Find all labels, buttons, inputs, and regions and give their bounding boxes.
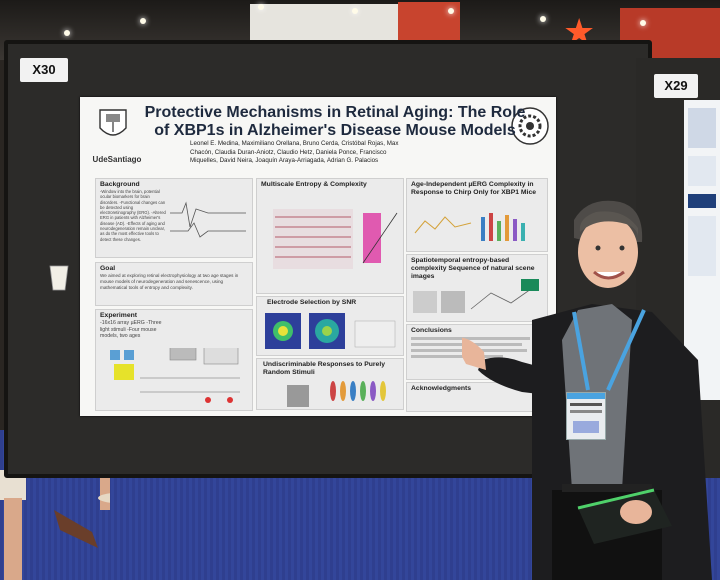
passerby-legs [0, 470, 110, 580]
section-heading: Acknowledgments [411, 385, 472, 392]
age-independent-panel: Age-Independent µERG Complexity in Respo… [406, 178, 548, 252]
conference-badge [566, 392, 606, 440]
presenter-head [574, 200, 643, 288]
goal-panel: Goal We aimed at exploring retinal elect… [95, 262, 253, 306]
university-crest-icon [99, 109, 127, 136]
ceiling-light [352, 8, 358, 14]
section-heading: Age-Independent µERG Complexity in Respo… [411, 181, 537, 196]
paper-cup [49, 265, 69, 291]
poster-authors: Leonel E. Medina, Maximiliano Orellana, … [190, 140, 399, 164]
ceiling-light [258, 4, 264, 10]
background-panel: Background -Window into the brain, poten… [95, 178, 253, 258]
entropy-heatmap-figure [273, 209, 398, 269]
section-text: We aimed at exploring retinal electrophy… [100, 273, 239, 290]
section-heading: Undiscriminable Responses to Purely Rand… [263, 361, 386, 376]
section-heading: Electrode Selection by SNR [267, 299, 357, 306]
ceiling-light [640, 20, 646, 26]
section-heading: Spatiotemporal entropy-based complexity … [411, 257, 535, 280]
board-number-tag: X30 [20, 58, 68, 82]
section-heading: Multiscale Entropy & Complexity [261, 181, 367, 188]
erg-waveform-figure [170, 201, 246, 238]
neighbor-poster [684, 100, 720, 400]
spatiotemporal-panel: Spatiotemporal entropy-based complexity … [406, 254, 548, 322]
snr-heatmap-figure [265, 313, 396, 349]
ceiling-light [448, 8, 454, 14]
violin-plot-figure [287, 381, 386, 407]
multiscale-panel: Multiscale Entropy & Complexity [256, 178, 404, 294]
poster-title-line: Protective Mechanisms in Retinal Aging: … [144, 104, 526, 121]
poster-title: Protective Mechanisms in Retinal Aging: … [136, 104, 534, 140]
section-heading: Experiment [100, 312, 138, 319]
notebook [577, 488, 672, 544]
board-number-tag: X29 [654, 74, 698, 98]
natural-scene-figure [413, 279, 539, 313]
undiscriminable-panel: Undiscriminable Responses to Purely Rand… [256, 358, 404, 410]
gear-seal-icon [511, 107, 549, 145]
section-text: -Window into the brain, potential ocular… [100, 189, 166, 242]
section-heading: Goal [100, 265, 116, 272]
section-heading: Conclusions [411, 327, 452, 334]
experiment-diagram [110, 348, 240, 403]
section-heading: Background [100, 181, 140, 188]
electrode-panel: Electrode Selection by SNR [256, 296, 404, 356]
ceiling-light [64, 30, 70, 36]
complexity-plot-figure [414, 213, 525, 241]
university-logo-text: UdeSantiago [92, 155, 142, 164]
ceiling-light [140, 18, 146, 24]
experiment-panel: Experiment -16x16 array µERG -Three ligh… [95, 309, 253, 411]
ceiling-light [540, 16, 546, 22]
poster-title-line: of XBP1s in Alzheimer's Disease Mouse Mo… [154, 122, 516, 139]
section-text: -16x16 array µERG -Three light stimuli -… [100, 320, 162, 340]
